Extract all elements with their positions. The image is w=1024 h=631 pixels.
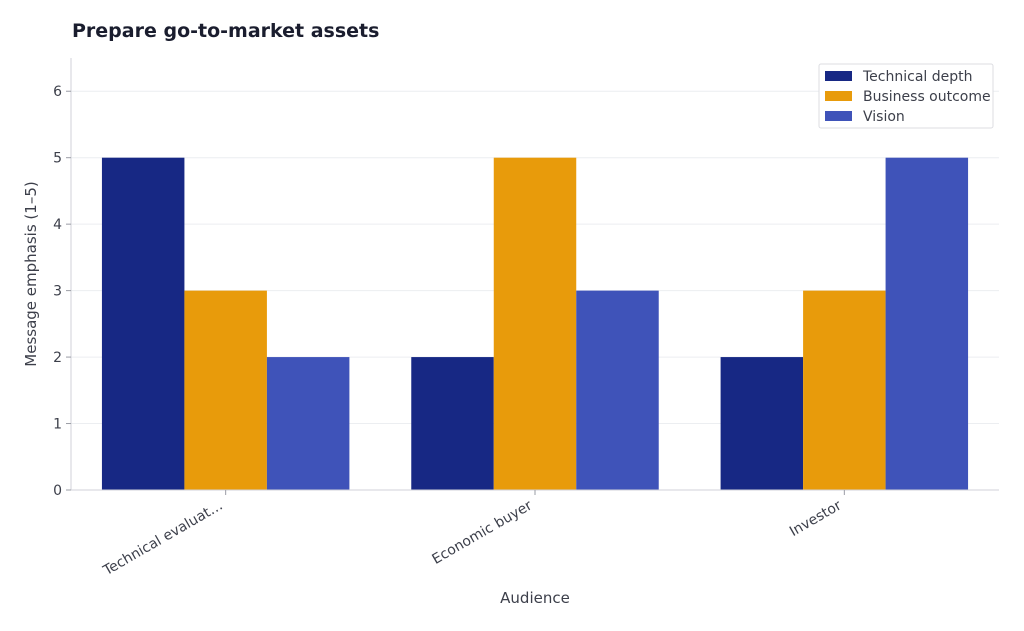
bar (803, 290, 886, 490)
bar (720, 357, 804, 490)
y-tick-label: 1 (53, 417, 62, 433)
bar (101, 157, 185, 490)
y-tick-label: 0 (53, 483, 62, 499)
legend-label: Business outcome (863, 89, 991, 105)
x-axis-label: Audience (500, 589, 570, 607)
y-tick-label: 2 (53, 350, 62, 366)
legend: Technical depth Business outcome Vision (818, 63, 994, 129)
bar (493, 157, 577, 490)
bar (885, 157, 969, 490)
chart-title: Prepare go-to-market assets (72, 20, 380, 42)
legend-swatch (825, 111, 852, 121)
x-tick-label: Technical evaluat… (100, 498, 226, 580)
legend-swatch (825, 91, 852, 101)
bar (266, 357, 350, 490)
y-tick-label: 6 (53, 84, 62, 100)
legend-label: Vision (863, 109, 905, 125)
bar (411, 357, 494, 490)
legend-swatch (825, 71, 852, 81)
y-tick-label: 5 (53, 151, 62, 167)
y-axis-label: Message emphasis (1–5) (22, 181, 40, 366)
x-tick-label: Investor (787, 497, 845, 539)
legend-label: Technical depth (862, 69, 972, 85)
bar (184, 290, 267, 490)
y-tick-label: 4 (53, 217, 62, 233)
bars (101, 157, 969, 490)
bar (576, 290, 659, 490)
legend-box (818, 63, 994, 129)
y-tick-label: 3 (53, 284, 62, 300)
x-tick-label: Economic buyer (429, 497, 535, 567)
